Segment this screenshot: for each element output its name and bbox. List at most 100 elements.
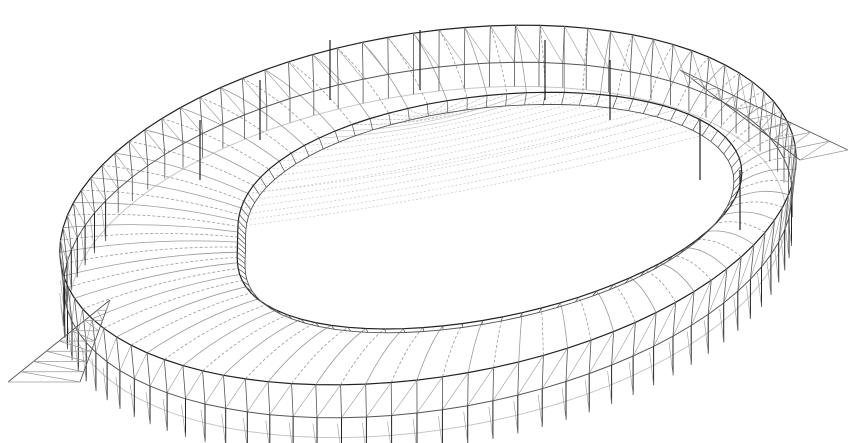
right-truss-chord-top [810,131,830,142]
field-rib [370,95,488,121]
ring-truss-vertical [220,87,224,125]
inner-truss-vertical [561,92,565,105]
right-truss-web [746,105,755,121]
ring-truss-diagonal [611,322,636,366]
roof-rib [738,180,793,191]
left-truss-chord-top [7,371,22,383]
ring-truss-vertical [585,28,589,66]
left-truss-chord-top [33,350,47,362]
roof-rib [723,211,775,221]
ring-truss-vertical [67,215,72,251]
right-truss-post [719,96,737,101]
inner-truss-vertical [237,268,246,275]
column-brace [243,417,247,443]
column-brace [362,422,366,443]
column-brace [438,415,443,443]
ring-truss-vertical [116,336,121,371]
column-brace [145,392,151,425]
left-truss-web [105,299,111,311]
ring-truss-vertical [182,365,186,399]
inner-truss-vertical [681,114,689,126]
column-brace [561,387,567,420]
ring-truss-vertical [91,318,97,353]
column-brace [757,272,762,307]
roof-rib [73,202,239,222]
ring-truss-vertical [721,64,726,102]
ring-truss-vertical [489,25,491,64]
roof-rib [59,240,238,253]
inner-truss-vertical [365,328,369,333]
ring-truss-vertical [161,118,166,155]
left-truss-web [84,320,99,332]
column-brace [115,376,121,409]
ring-truss-diagonal [204,375,224,405]
field-rib [239,118,700,215]
inner-truss-vertical [728,150,737,161]
column-brace [162,398,168,431]
ring-truss-diagonal [492,361,520,401]
roof-rib [648,44,674,103]
ring-truss-vertical [770,219,775,255]
inner-truss-vertical [596,94,601,107]
ring-truss-diagonal [60,240,68,263]
field-rib [388,97,468,117]
field-rib [352,92,527,125]
ring-truss-diagonal [781,111,785,159]
field-rib [247,105,663,194]
right-truss-chord-bottom [706,89,721,101]
ring-truss-vertical [690,291,695,326]
ring-truss-vertical [629,34,633,72]
ring-truss-diagonal [134,352,148,379]
roof-rib [442,323,464,377]
column-brace [288,422,292,443]
roof-rib [264,69,336,132]
ring-truss-diagonal [588,331,614,374]
ring-truss-vertical [538,25,541,63]
ring-truss-diagonal [62,227,72,251]
inner-truss-vertical [690,239,698,247]
field-rib [335,92,527,132]
ring-truss-vertical [467,372,469,406]
right-truss-web [698,78,707,91]
ring-truss-diagonal [587,28,609,69]
roof-rib [613,284,636,323]
field-rib [279,94,601,162]
field-rib [352,93,508,126]
inner-truss-vertical [723,143,732,155]
ring-truss-diagonal [366,382,392,418]
inner-truss-vertical [612,96,618,109]
inner-truss-vertical [318,137,324,150]
ring-truss-vertical [90,177,95,214]
roof-rib [493,316,503,368]
roof-rib [731,111,782,145]
ring-truss-cross-members [59,25,797,418]
right-truss-web [759,114,774,131]
left-truss-chord-top [96,299,111,311]
inner-truss-vertical [245,286,253,293]
roof-rib [582,28,589,94]
ring-truss-diagonal [90,177,106,201]
inner-truss-vertical [679,247,687,255]
right-truss-chord-bottom [773,139,787,151]
roof-rib [659,262,695,292]
left-truss-chord-bottom [98,320,103,331]
inner-truss-vertical [257,298,264,304]
ring-truss-diagonal [739,72,750,119]
ring-truss-vertical [769,101,774,138]
column-brace [784,223,790,259]
inner-compression-ring [236,91,743,334]
inner-truss-vertical [653,263,661,270]
ring-truss-vertical [608,31,611,69]
roof-rib [685,247,728,269]
ring-truss-vertical [588,340,592,374]
ring-truss-vertical [146,352,151,387]
roof-rib [60,233,238,241]
roof-rib [220,87,305,146]
roof-rib [90,177,242,209]
ring-truss-diagonal [161,118,184,144]
column-brace [265,420,269,443]
ring-truss-vertical [179,107,184,144]
ring-truss-vertical [387,37,389,75]
ring-truss-diagonal [442,372,469,410]
column-brace [181,404,186,437]
